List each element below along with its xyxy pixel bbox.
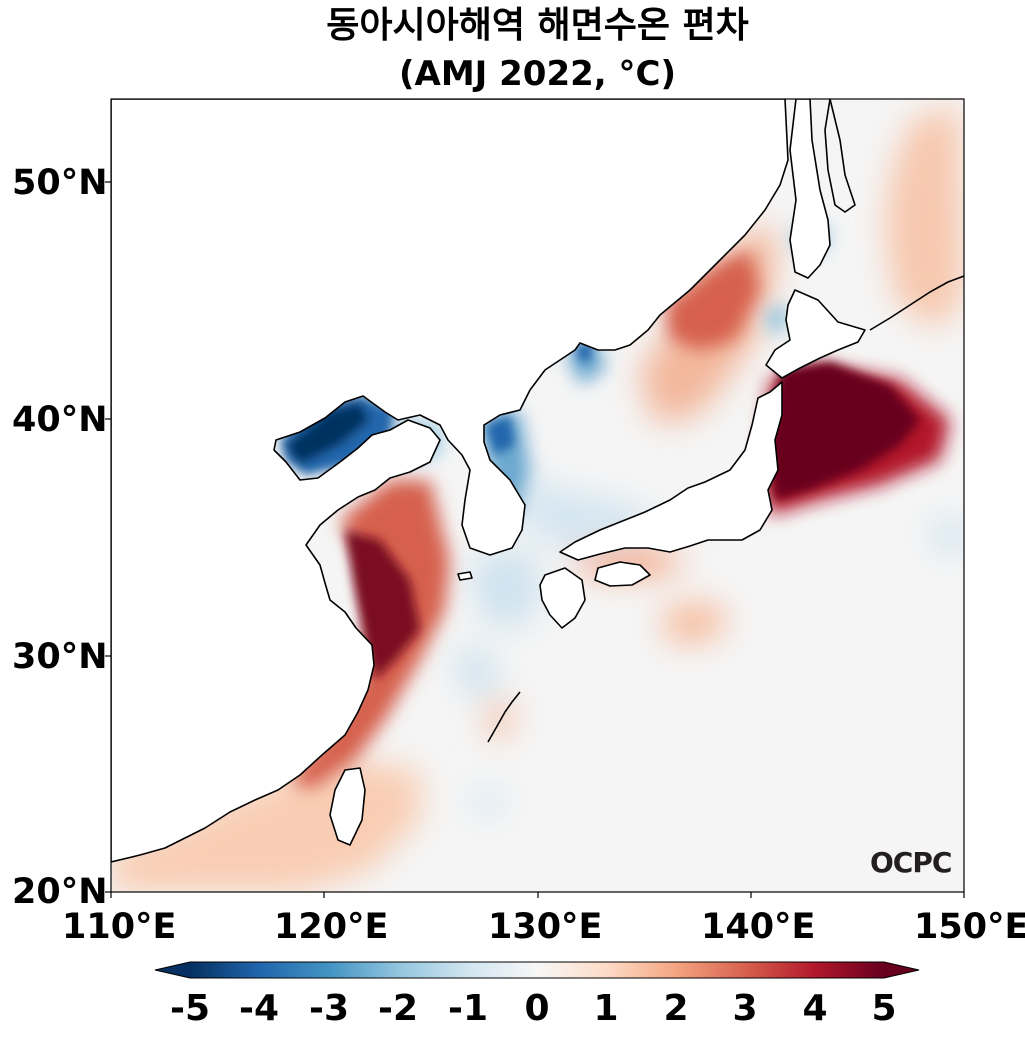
lat-label-40n: 40°N (12, 400, 108, 440)
taiwan-island (329, 767, 366, 846)
jeju-island (457, 571, 473, 581)
honshu-island (559, 381, 783, 561)
okhotsk-coast (824, 99, 856, 213)
colorbar-tick: 5 (871, 988, 897, 1029)
lon-label-150e: 150°E (914, 907, 1025, 947)
colorbar-gradient (190, 962, 884, 978)
colorbar-tick: -1 (448, 988, 488, 1029)
colorbar-extend-low (155, 962, 190, 978)
kyushu-island (539, 567, 586, 629)
axis-ticks (105, 181, 965, 898)
kuril-islands (869, 275, 964, 331)
map-subtitle: (AMJ 2022, °C) (398, 54, 677, 94)
colorbar-tick: 4 (802, 988, 828, 1029)
lon-label-130e: 130°E (488, 907, 603, 947)
colorbar-tick: 3 (732, 988, 758, 1029)
map-title: 동아시아해역 해면수온 편차 (326, 5, 749, 46)
lon-label-110e: 110°E (62, 907, 177, 947)
lat-label-30n: 30°N (12, 637, 108, 677)
colorbar-tick: -4 (239, 988, 279, 1029)
ryukyu-islands (487, 691, 521, 743)
colorbar-tick: -5 (170, 988, 210, 1029)
mainland-asia (111, 99, 789, 863)
lat-label-50n: 50°N (12, 163, 108, 203)
colorbar-tick: 2 (663, 988, 689, 1029)
ocpc-logo: OCPC (870, 846, 952, 879)
colorbar-outline (154, 961, 920, 979)
lon-label-120e: 120°E (274, 907, 389, 947)
lon-label-140e: 140°E (701, 907, 816, 947)
colorbar-tick: -3 (309, 988, 349, 1029)
colorbar-tick: -2 (378, 988, 418, 1029)
colorbar-tick: 1 (593, 988, 619, 1029)
lat-label-20n: 20°N (12, 872, 108, 912)
colorbar (154, 961, 920, 979)
coastlines (111, 99, 964, 863)
colorbar-extend-high (884, 962, 919, 978)
sakhalin-island (789, 99, 831, 279)
shikoku-island (594, 561, 651, 587)
colorbar-tick: 0 (524, 988, 550, 1029)
hokkaido-island (765, 289, 866, 379)
